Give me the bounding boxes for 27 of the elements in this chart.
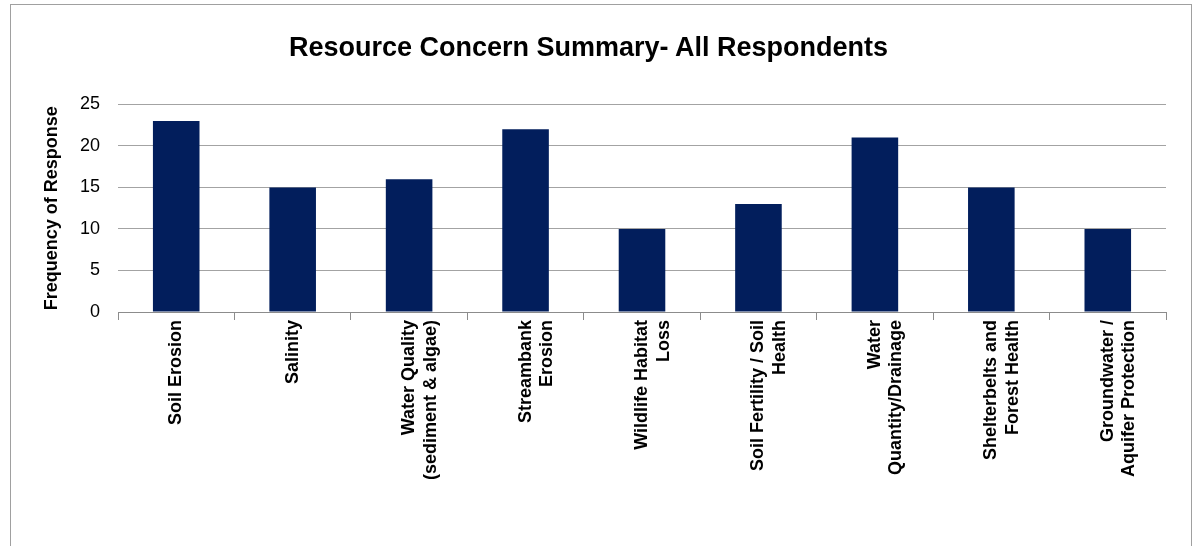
y-tick-label: 20 [79, 134, 100, 155]
x-tick-label: Salinity [281, 320, 302, 385]
x-tick-label: Water Quantity/Drainage [863, 320, 906, 476]
bar [1084, 228, 1132, 312]
y-tick-label: 10 [79, 217, 100, 238]
chart-frame: Frequency of Response Resource Concern Summary- All Respondents Soil Erosion Salinity Water Quality (sediment & algae) Streambank Erosion Wildlife Habitat Loss Soil Fertility / Soil Health Water Quantity/Drainage Shelterbelts and Forest Health Groundwater / Aquifer Protection 0 5 10 15 20 25 [10, 4, 1192, 546]
x-tick-label: Wildlife Habitat Loss [630, 320, 673, 450]
y-axis-title: Frequency of Response [40, 106, 61, 311]
x-tick-label: Water Quality (sediment & algae) [398, 320, 440, 481]
bar [735, 204, 782, 312]
bar [269, 187, 316, 312]
bar [152, 121, 200, 312]
bar [502, 129, 549, 312]
bar [851, 137, 899, 312]
bar [385, 179, 433, 312]
bar [618, 228, 666, 312]
y-tick-label: 0 [89, 300, 100, 321]
y-tick-label: 5 [89, 259, 100, 280]
y-tick-label: 15 [79, 176, 100, 197]
x-tick-label: Soil Erosion [165, 320, 186, 426]
x-tick-label: Soil Fertility / Soil Health [747, 320, 790, 472]
x-tick-label: Shelterbelts and Forest Health [980, 320, 1022, 461]
bar [968, 187, 1015, 312]
chart-title: Resource Concern Summary- All Respondents [288, 31, 889, 62]
y-tick-label: 25 [79, 93, 100, 114]
x-tick-label: Groundwater / Aquifer Protection [1096, 320, 1139, 478]
x-tick-label: Streambank Erosion [514, 319, 557, 424]
